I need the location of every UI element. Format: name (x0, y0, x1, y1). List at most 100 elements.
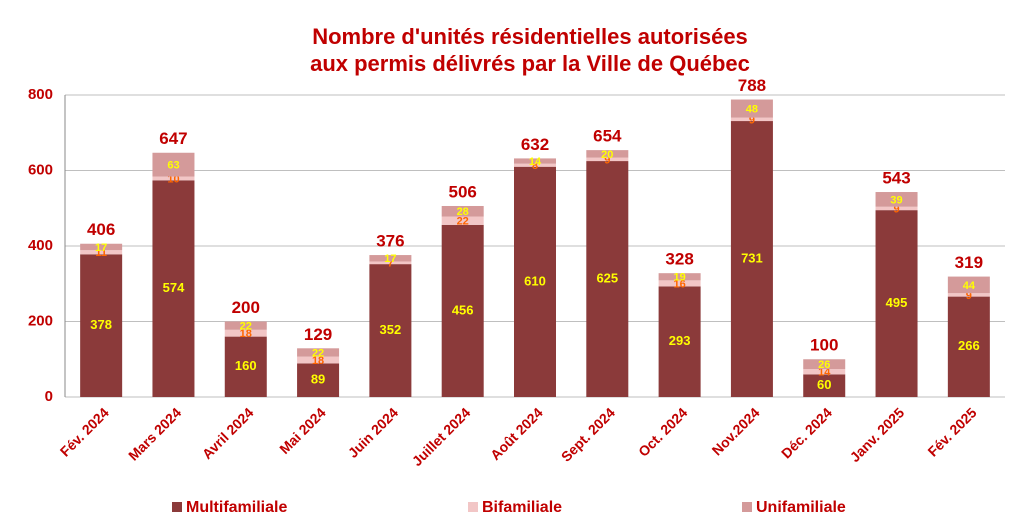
value-label: 11 (95, 247, 107, 259)
bar-segment (803, 359, 846, 370)
bar-segment (658, 280, 701, 287)
bar-segment (441, 216, 484, 225)
bar-segment (586, 161, 629, 397)
value-label: 266 (958, 338, 980, 353)
value-label: 9 (893, 203, 899, 215)
total-label: 647 (159, 129, 187, 148)
bar-segment (152, 152, 195, 177)
x-tick-label: Sept. 2024 (558, 404, 618, 464)
value-label: 39 (890, 194, 902, 206)
bar-segment (369, 261, 412, 265)
y-tick-label: 0 (45, 388, 53, 405)
bar-segment (875, 210, 918, 397)
total-label: 788 (738, 76, 766, 95)
x-tick-label: Oct. 2024 (635, 404, 690, 459)
value-label: 48 (746, 103, 758, 115)
value-label: 293 (669, 333, 691, 348)
value-label: 18 (312, 355, 324, 367)
y-tick-label: 200 (28, 312, 53, 329)
value-label: 9 (749, 114, 755, 126)
value-label: 352 (380, 322, 402, 337)
value-label: 14 (529, 156, 542, 168)
bar-segment (297, 356, 340, 364)
value-label: 26 (818, 359, 830, 371)
bar-segment (947, 276, 990, 294)
total-label: 328 (665, 250, 693, 269)
x-tick-label: Fév. 2024 (57, 404, 112, 459)
total-label: 200 (232, 298, 260, 317)
value-label: 22 (240, 321, 252, 333)
value-label: 60 (817, 377, 831, 392)
bar-segment (586, 157, 629, 162)
bar-segment (152, 180, 195, 397)
value-label: 44 (963, 280, 976, 292)
total-label: 129 (304, 325, 332, 344)
bar-segment (875, 192, 918, 207)
value-label: 17 (384, 253, 396, 265)
value-label: 731 (741, 250, 763, 265)
bar-segment (730, 99, 773, 118)
total-label: 319 (955, 253, 983, 272)
total-label: 376 (376, 232, 404, 251)
legend-swatch (468, 502, 478, 512)
value-label: 20 (601, 149, 613, 161)
bar-segment (80, 254, 123, 397)
legend-label: Multifamiliale (186, 499, 287, 516)
total-label: 506 (449, 182, 477, 201)
value-label: 16 (673, 278, 685, 290)
bar-segment (803, 374, 846, 397)
bar-segment (224, 329, 267, 337)
value-label: 22 (457, 216, 469, 228)
value-label: 625 (596, 270, 618, 285)
value-label: 378 (90, 317, 112, 332)
y-tick-label: 800 (28, 86, 53, 103)
total-label: 406 (87, 220, 115, 239)
y-tick-label: 600 (28, 161, 53, 178)
bar-segment (514, 163, 556, 167)
value-label: 14 (818, 367, 831, 379)
chart-title: aux permis délivrés par la Ville de Québ… (310, 51, 750, 76)
value-label: 9 (966, 290, 972, 302)
value-label: 19 (673, 272, 685, 284)
value-label: 610 (524, 273, 546, 288)
bar-segment (441, 205, 484, 217)
bar-segment (297, 348, 340, 357)
value-label: 9 (604, 154, 610, 166)
total-label: 632 (521, 135, 549, 154)
bar-segment (658, 273, 701, 281)
value-label: 8 (532, 160, 538, 172)
bar-segment (224, 321, 267, 330)
bar-segment (947, 296, 990, 397)
y-tick-label: 400 (28, 237, 53, 254)
x-tick-label: Juin 2024 (345, 404, 402, 461)
value-label: 574 (163, 280, 185, 295)
value-label: 28 (457, 206, 469, 218)
bar-segment (658, 286, 701, 397)
bar-segment (514, 166, 556, 397)
chart-title: Nombre d'unités résidentielles autorisée… (312, 24, 748, 49)
bar-segment (803, 369, 846, 375)
x-tick-label: Mars 2024 (125, 404, 184, 463)
bar-segment (297, 363, 340, 397)
value-label: 89 (311, 372, 325, 387)
legend-label: Bifamiliale (482, 499, 562, 516)
bar-segment (80, 250, 123, 255)
legend-label: Unifamiliale (756, 499, 846, 516)
bar-segment (875, 206, 918, 211)
bar-segment (369, 255, 412, 262)
value-label: 63 (167, 160, 179, 172)
x-tick-label: Avril 2024 (199, 404, 257, 462)
x-tick-label: Août 2024 (487, 404, 546, 463)
x-tick-label: Mai 2024 (276, 404, 329, 457)
value-label: 18 (240, 328, 252, 340)
legend-swatch (742, 502, 752, 512)
total-label: 543 (882, 169, 910, 188)
value-label: 7 (387, 258, 393, 270)
bar-segment (80, 243, 123, 251)
bar-segment (514, 158, 556, 164)
bar-segment (730, 121, 773, 398)
bar-segment (586, 150, 629, 158)
x-tick-label: Juillet 2024 (409, 404, 474, 469)
value-label: 495 (886, 295, 908, 310)
